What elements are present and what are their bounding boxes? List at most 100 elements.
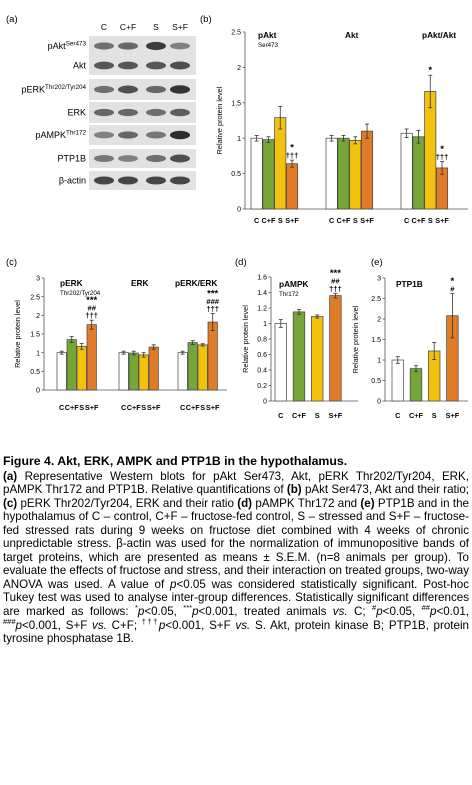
category-label: C xyxy=(180,403,186,412)
blot-band xyxy=(146,108,166,117)
significance-mark: ††† xyxy=(85,311,98,320)
y-axis-label: Relative protein level xyxy=(351,305,360,373)
caption-segment: p xyxy=(15,618,22,632)
y-tick-label: 1 xyxy=(237,136,241,143)
caption-segment: pAMPK Thr172 and xyxy=(252,496,361,510)
caption-segment: Representative Western blots for pAkt Se… xyxy=(3,469,469,497)
y-tick-label: 0 xyxy=(237,207,241,214)
blot-row-perk: pERKThr202/Tyr204 xyxy=(22,79,196,100)
group-title: pERK/ERK xyxy=(175,278,217,288)
y-tick-label: 1.5 xyxy=(231,100,241,107)
blot-band xyxy=(118,131,138,139)
bar-c-plus-f xyxy=(262,139,275,210)
blot-band xyxy=(94,85,114,94)
chart-panel-b: (b) 0 0.5 1 1.5 2 2.5 Relative protein level pAk… xyxy=(200,14,468,225)
blot-band xyxy=(170,61,190,70)
bar-s-plus-f xyxy=(207,321,218,391)
group-title: ERK xyxy=(131,278,149,288)
y-tick-label: 2.5 xyxy=(371,296,381,303)
bar-group-pampk: pAMPK Thr172 C C+F S S+F ***##††† xyxy=(274,268,343,420)
y-tick-label: 2 xyxy=(36,313,40,320)
blot-band xyxy=(118,155,138,162)
bar-s-plus-f xyxy=(86,324,97,391)
panel-letter-a: (a) xyxy=(6,14,18,25)
caption-segment: <0.05, xyxy=(382,605,422,619)
bar-c xyxy=(250,137,263,210)
bar-c-plus-f xyxy=(128,352,139,391)
blot-band xyxy=(94,155,114,162)
y-tick-label: 0.8 xyxy=(257,337,267,344)
category-label: S+F xyxy=(206,403,220,412)
y-tick-label: 1 xyxy=(263,321,267,328)
caption-segment: C; xyxy=(347,605,373,619)
blot-band xyxy=(146,41,166,51)
bar-group-perk: pERK Thr202/Tyr204 C C+F S S+F ***##††† xyxy=(56,278,101,412)
caption-segment: pERK Thr202/Tyr204, ERK and their ratio xyxy=(17,496,238,510)
category-label: S xyxy=(432,411,437,420)
blot-band xyxy=(118,108,138,117)
category-label: S xyxy=(428,216,433,225)
blot-band xyxy=(118,61,138,70)
blot-band xyxy=(94,176,114,185)
category-label: S+F xyxy=(435,216,449,225)
significance-mark: *** xyxy=(330,268,341,279)
group-title: pAkt xyxy=(258,30,277,40)
blot-lane-2: S xyxy=(153,22,159,32)
y-tick-label: 2 xyxy=(237,65,241,72)
caption-segment: p xyxy=(137,605,145,619)
category-label: S+F xyxy=(446,411,460,420)
group-title: pAkt/Akt xyxy=(422,30,456,40)
figure-caption: Figure 4. Akt, ERK, AMPK and PTP1B in th… xyxy=(3,454,469,646)
bar-c-plus-f xyxy=(409,368,423,402)
significance-mark: ## xyxy=(87,304,96,313)
category-label: C+F xyxy=(127,403,142,412)
significance-mark: ††† xyxy=(329,284,342,293)
bar-group-perk-erk: pERK/ERK C C+F S S+F ***###††† xyxy=(175,278,220,412)
blot-band xyxy=(94,42,114,50)
blot-strip xyxy=(89,56,196,75)
category-label: C+F xyxy=(411,216,426,225)
y-axis-label: Relative protein level xyxy=(241,305,250,373)
blot-strip xyxy=(89,102,196,123)
blot-row-label: Akt xyxy=(73,61,87,71)
category-label: C+F xyxy=(409,411,424,420)
caption-segment: ††† xyxy=(141,616,159,626)
caption-segment: vs. xyxy=(92,618,107,632)
group-title: Akt xyxy=(345,30,359,40)
y-tick-label: 3 xyxy=(377,276,381,283)
caption-segment: <0.001, S+F xyxy=(165,618,236,632)
y-tick-label: 2.5 xyxy=(30,294,40,301)
bar-s xyxy=(311,316,324,402)
category-label: C+F xyxy=(336,216,351,225)
blot-band xyxy=(146,154,166,163)
caption-segment: p xyxy=(192,605,199,619)
y-tick-label: 0.2 xyxy=(257,383,267,390)
blot-row-label: PTP1B xyxy=(57,154,86,164)
western-blot-panel: (a) C C+F S S+F pAktSer473 Akt pERKThr202/Tyr… xyxy=(6,14,196,190)
y-axis-label: Relative protein level xyxy=(215,86,224,154)
category-label: S xyxy=(141,403,146,412)
panel-letter: (b) xyxy=(200,14,212,25)
category-label: C+F xyxy=(292,411,307,420)
caption-segment: pAkt Ser473, Akt and their ratio; xyxy=(301,483,469,497)
y-tick-label: 3 xyxy=(36,276,40,283)
figure-4: (a) C C+F S S+F pAktSer473AktpERKThr202/Tyr… xyxy=(6,14,468,420)
caption-segment: * xyxy=(134,603,138,613)
blot-band xyxy=(146,85,166,94)
blot-band xyxy=(94,131,114,139)
caption-segment: p xyxy=(170,577,177,591)
chart-panel-d: (d) 0 0.2 0.4 0.6 0.8 1 1.2 1.4 1.6 Relative prote… xyxy=(235,257,358,420)
blot-row-label: ERK xyxy=(67,108,86,118)
caption-segment: <0.01, xyxy=(436,605,469,619)
significance-mark: # xyxy=(450,285,455,294)
blot-row-pampk: pAMPKThr172 xyxy=(36,125,196,145)
category-label: C+F xyxy=(65,403,80,412)
blot-band xyxy=(170,130,190,140)
bar-c xyxy=(177,352,188,391)
category-label: C+F xyxy=(186,403,201,412)
y-tick-label: 2 xyxy=(377,317,381,324)
caption-segment: <0.05 was considered statistically signi… xyxy=(3,577,469,619)
significance-mark: ††† xyxy=(286,151,299,160)
category-label: S+F xyxy=(147,403,161,412)
significance-mark: ## xyxy=(331,277,340,286)
